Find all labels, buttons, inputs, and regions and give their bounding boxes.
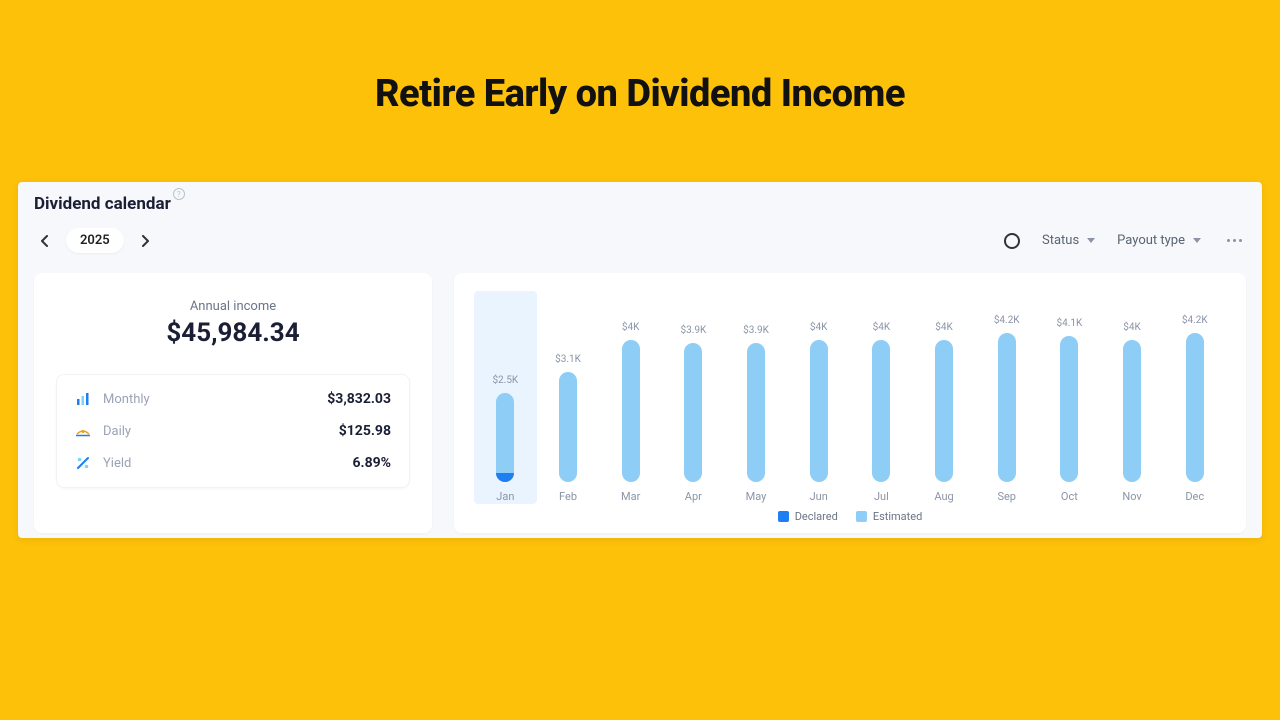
bar-value-label: $4.2K: [994, 315, 1020, 326]
bar-value-label: $3.9K: [680, 325, 706, 336]
payout-filter-label: Payout type: [1117, 233, 1185, 248]
page-headline: Retire Early on Dividend Income: [0, 0, 1280, 116]
annual-income-value: $45,984.34: [56, 318, 410, 348]
dividend-calendar-panel: Dividend calendar ? 2025 Status Payout t…: [18, 182, 1262, 538]
chart-legend: Declared Estimated: [474, 510, 1226, 523]
chevron-down-icon: [1087, 238, 1095, 243]
monthly-chart-card: $2.5K Jan $3.1K Feb $4K Mar $3.9K Apr $3.9K May $4…: [454, 273, 1246, 533]
month-label: Jul: [874, 490, 889, 504]
bar-column[interactable]: $3.1K Feb: [537, 291, 600, 504]
stat-row: Monthly $3,832.03: [75, 383, 391, 415]
bar-column[interactable]: $4.2K Dec: [1163, 291, 1226, 504]
more-menu-button[interactable]: [1223, 239, 1246, 242]
bar-value-label: $4.2K: [1182, 315, 1208, 326]
stat-label: Monthly: [103, 392, 150, 407]
chevron-down-icon: [1193, 238, 1201, 243]
stat-label: Yield: [103, 456, 131, 471]
annual-income-label: Annual income: [56, 299, 410, 314]
month-label: Jun: [810, 490, 828, 504]
legend-swatch: [778, 511, 789, 522]
toolbar: 2025 Status Payout type: [34, 228, 1246, 253]
month-label: Oct: [1061, 490, 1078, 504]
status-filter-label: Status: [1042, 233, 1079, 248]
bar-column[interactable]: $2.5K Jan: [474, 291, 537, 504]
next-year-button[interactable]: [134, 230, 156, 252]
month-label: Mar: [621, 490, 640, 504]
sun-icon: [75, 423, 91, 439]
month-label: Feb: [559, 490, 577, 504]
bar-value-label: $4.1K: [1056, 318, 1082, 329]
bar-value-label: $3.1K: [555, 354, 581, 365]
bar-value-label: $4K: [810, 322, 828, 333]
month-label: Apr: [685, 490, 702, 504]
bar-value-label: $4K: [935, 322, 953, 333]
legend-item: Declared: [778, 510, 838, 523]
month-label: Dec: [1185, 490, 1204, 504]
stats-box: Monthly $3,832.03 Daily $125.98 Yield 6.89%: [56, 374, 410, 488]
refresh-icon[interactable]: [1004, 233, 1020, 249]
bar-column[interactable]: $4.2K Sep: [975, 291, 1038, 504]
month-label: Nov: [1122, 490, 1141, 504]
stat-row: Daily $125.98: [75, 415, 391, 447]
payout-type-filter[interactable]: Payout type: [1117, 233, 1201, 248]
bar-column[interactable]: $3.9K Apr: [662, 291, 725, 504]
panel-title: Dividend calendar: [34, 194, 171, 214]
prev-year-button[interactable]: [34, 230, 56, 252]
legend-item: Estimated: [856, 510, 922, 523]
bar-value-label: $2.5K: [492, 375, 518, 386]
bar-column[interactable]: $4K Jun: [787, 291, 850, 504]
stat-value: 6.89%: [352, 455, 391, 471]
bars-area: $2.5K Jan $3.1K Feb $4K Mar $3.9K Apr $3.9K May $4…: [474, 291, 1226, 504]
legend-label: Estimated: [873, 510, 922, 523]
bar-value-label: $3.9K: [743, 325, 769, 336]
bar-value-label: $4K: [1123, 322, 1141, 333]
bar-column[interactable]: $4K Aug: [913, 291, 976, 504]
bar-column[interactable]: $4.1K Oct: [1038, 291, 1101, 504]
bar-value-label: $4K: [622, 322, 640, 333]
annual-income-card: Annual income $45,984.34 Monthly $3,832.0…: [34, 273, 432, 533]
help-icon[interactable]: ?: [173, 188, 185, 200]
month-label: Aug: [934, 490, 953, 504]
year-pill[interactable]: 2025: [66, 228, 124, 253]
bar-column[interactable]: $4K Jul: [850, 291, 913, 504]
bar-column[interactable]: $4K Mar: [599, 291, 662, 504]
status-filter[interactable]: Status: [1042, 233, 1095, 248]
legend-swatch: [856, 511, 867, 522]
stat-value: $3,832.03: [327, 391, 391, 407]
bar-declared-segment: [496, 473, 514, 482]
stat-row: Yield 6.89%: [75, 447, 391, 479]
bar-column[interactable]: $3.9K May: [725, 291, 788, 504]
pct-icon: [75, 455, 91, 471]
bars-icon: [75, 391, 91, 407]
legend-label: Declared: [795, 510, 838, 523]
bar-value-label: $4K: [873, 322, 891, 333]
stat-value: $125.98: [339, 423, 391, 439]
month-label: May: [746, 490, 767, 504]
year-navigator: 2025: [34, 228, 156, 253]
month-label: Sep: [997, 490, 1016, 504]
bar-column[interactable]: $4K Nov: [1101, 291, 1164, 504]
month-label: Jan: [496, 490, 514, 504]
stat-label: Daily: [103, 424, 131, 439]
toolbar-filters: Status Payout type: [1004, 233, 1246, 249]
